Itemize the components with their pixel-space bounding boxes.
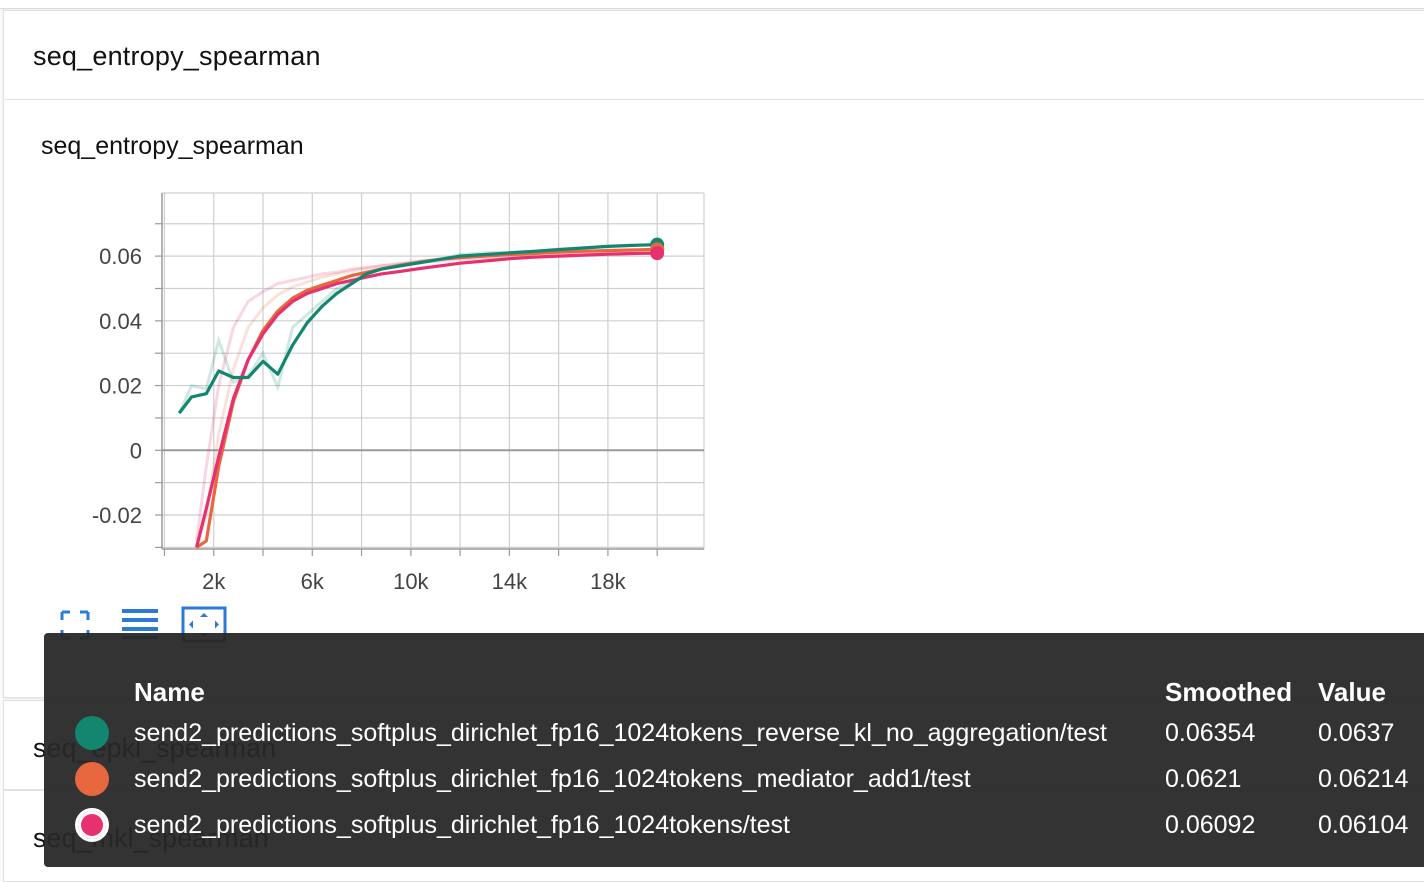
- tooltip-row-name: send2_predictions_softplus_dirichlet_fp1…: [134, 811, 791, 839]
- chart-tooltip: Name Smoothed Value send2_predictions_so…: [44, 633, 1424, 867]
- x-tick-label: 6k: [301, 569, 325, 594]
- tooltip-header-name: Name: [134, 677, 205, 707]
- series-color-dot: [75, 808, 109, 842]
- section-card: seq_entropy_spearman: [3, 10, 1424, 698]
- tooltip-row-name: send2_predictions_softplus_dirichlet_fp1…: [134, 719, 1107, 747]
- previous-card-edge: [0, 0, 1424, 9]
- y-tick-label: 0.04: [99, 309, 142, 334]
- x-tick-label: 18k: [590, 569, 626, 594]
- y-tick-label: -0.02: [92, 503, 142, 528]
- tooltip-row-smoothed: 0.0621: [1165, 765, 1242, 793]
- series-color-dot: [75, 716, 109, 750]
- tooltip-header-value: Value: [1318, 677, 1386, 707]
- series-line-smoothed: [177, 243, 658, 415]
- chart-axes: [155, 193, 704, 556]
- chart-grid: [162, 192, 705, 549]
- series-line-smoothed: [195, 247, 658, 549]
- series-end-marker: [650, 246, 665, 261]
- section-header[interactable]: seq_entropy_spearman: [4, 11, 1424, 100]
- tooltip-row-smoothed: 0.06092: [1165, 811, 1256, 839]
- x-tick-label: 14k: [492, 569, 528, 594]
- tooltip-row-smoothed: 0.06354: [1165, 719, 1256, 747]
- series-line-smoothed: [194, 251, 658, 548]
- tooltip-row-name: send2_predictions_softplus_dirichlet_fp1…: [134, 765, 971, 793]
- x-tick-label: 10k: [393, 569, 429, 594]
- chart-title: seq_entropy_spearman: [41, 132, 304, 160]
- y-tick-label: 0.02: [99, 374, 142, 399]
- tooltip-header-smoothed: Smoothed: [1165, 677, 1293, 707]
- y-tick-label: 0.06: [99, 244, 142, 269]
- tooltip-row-value: 0.0637: [1318, 719, 1395, 747]
- chart-series: [177, 237, 665, 549]
- x-tick-label: 2k: [202, 569, 226, 594]
- series-line-raw: [195, 247, 658, 548]
- series-line-raw: [195, 251, 658, 542]
- tooltip-row-value: 0.06214: [1318, 765, 1409, 793]
- series-color-dot: [75, 762, 109, 796]
- y-tick-label: 0: [130, 438, 142, 463]
- tooltip-row-value: 0.06104: [1318, 811, 1409, 839]
- section-title: seq_entropy_spearman: [33, 41, 321, 71]
- chart-ticks: 2k 6k 10k 14k 18k 0.06 0.04 0.02 0 -0.02: [92, 244, 627, 594]
